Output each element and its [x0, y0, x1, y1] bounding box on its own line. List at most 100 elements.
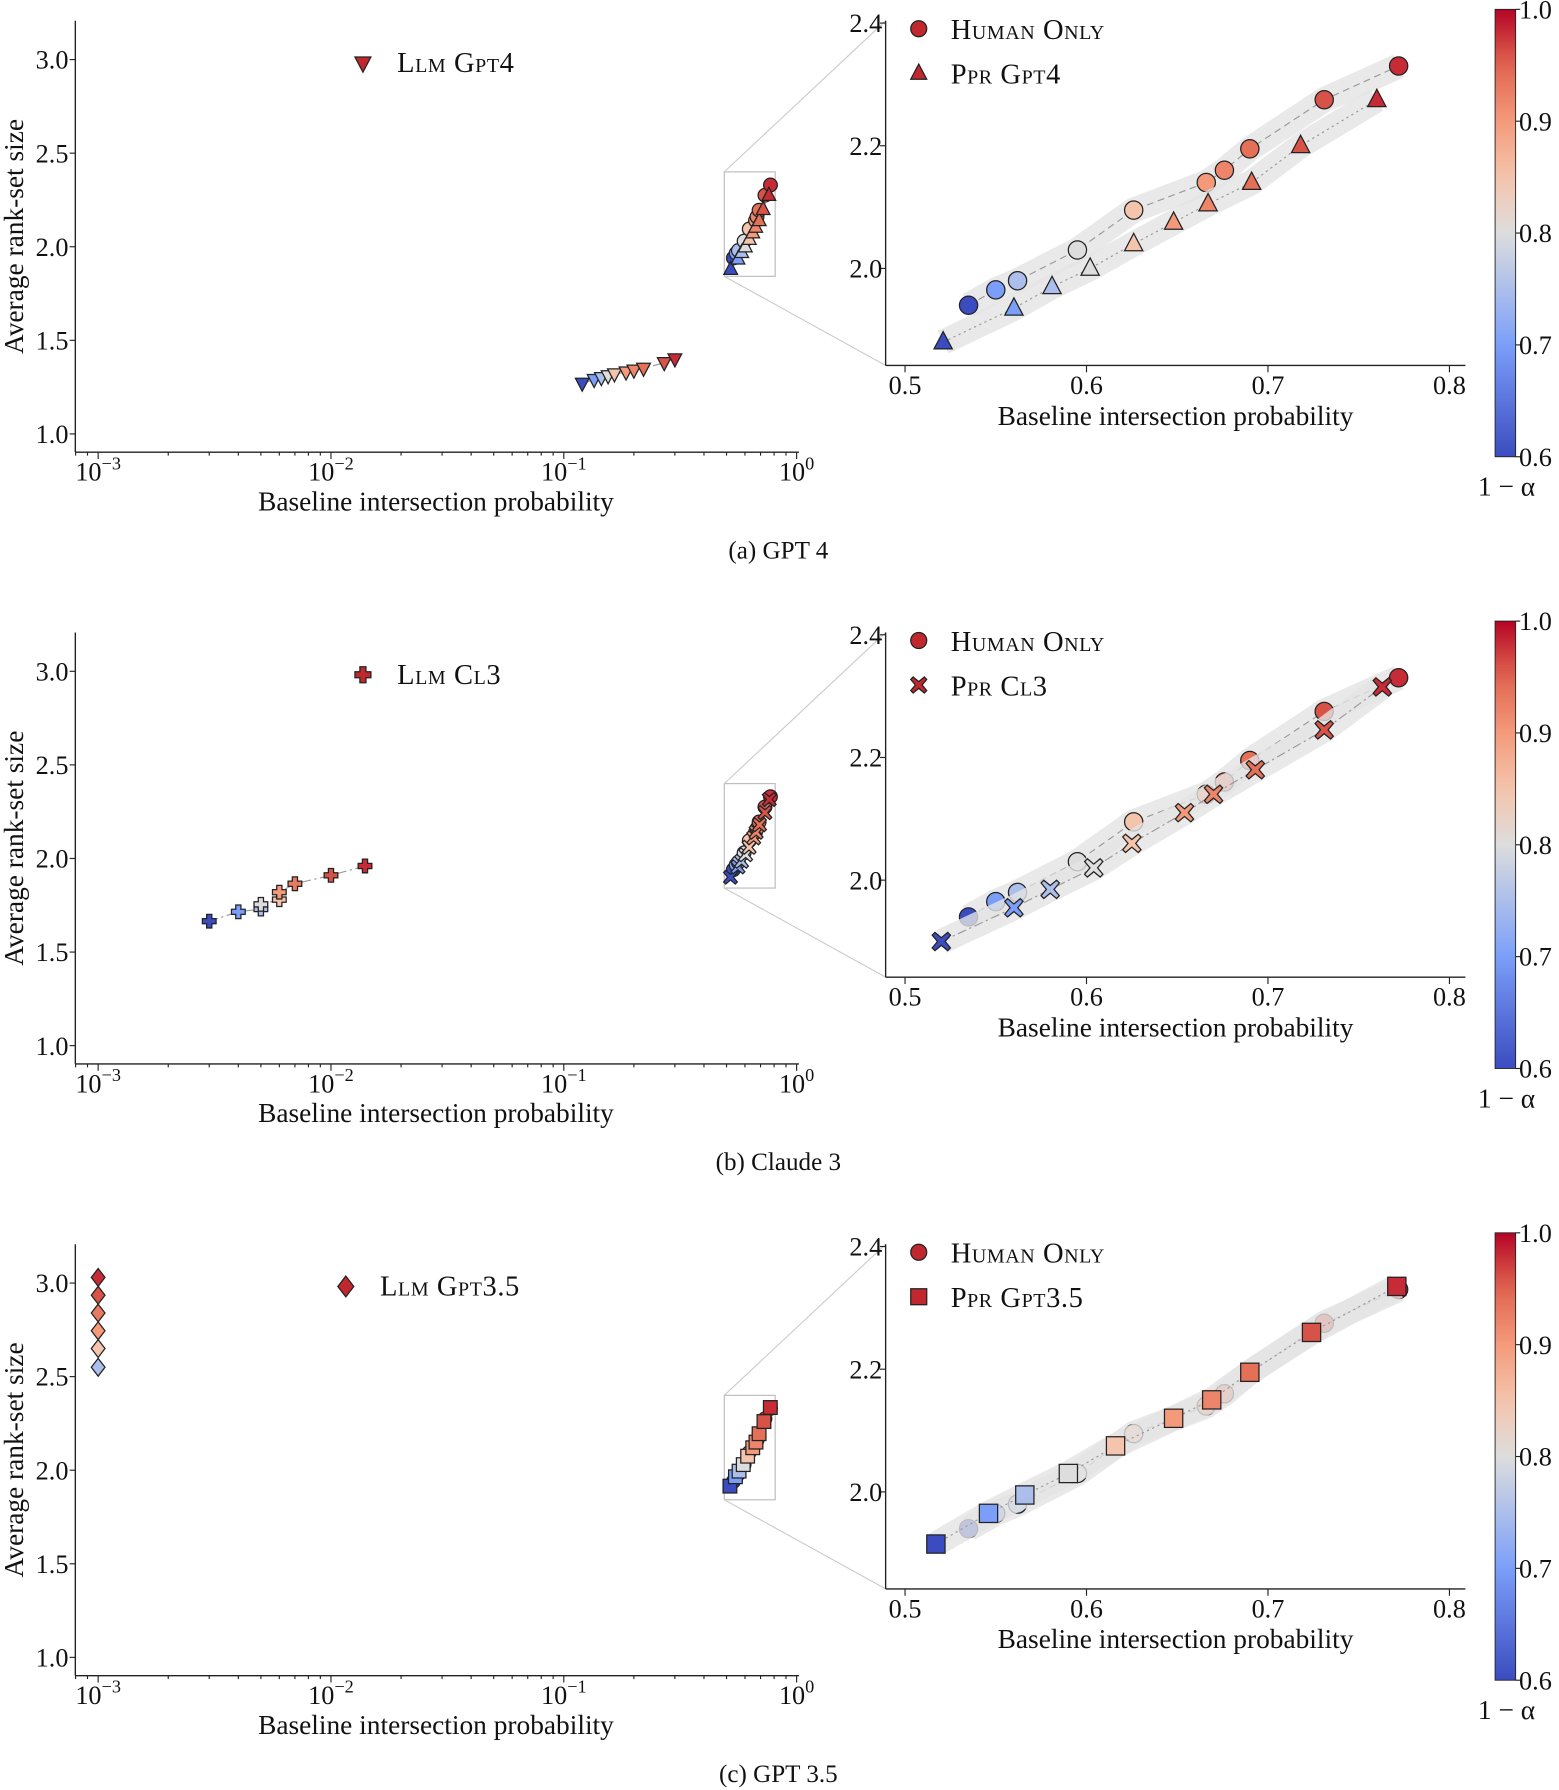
x-tick-label: 100 [779, 453, 814, 486]
y-tick-label: 3.0 [36, 46, 69, 75]
y-tick-label: 3.0 [36, 1269, 69, 1298]
data-point [756, 1414, 772, 1430]
y-tick-label: 1.5 [36, 326, 69, 355]
x-tick-label: 0.6 [1070, 371, 1103, 400]
y-tick-label: 2.5 [36, 1363, 69, 1392]
zoom-connector-line [724, 1499, 886, 1590]
y-tick-label: 2.2 [849, 132, 882, 161]
x-tick-label: 10−3 [75, 1677, 121, 1710]
data-point [1058, 1463, 1079, 1484]
legend-marker [337, 1275, 355, 1298]
legend-marker [910, 20, 928, 38]
zoom-connector-line [723, 632, 887, 785]
data-point [230, 904, 246, 920]
x-tick-label: 0.8 [1433, 371, 1466, 400]
zoom-region-box [723, 171, 776, 277]
series-llm-cl3 [201, 858, 373, 929]
subfigure-caption: (a) GPT 4 [728, 537, 828, 564]
data-point [1121, 833, 1142, 854]
colorbar-tick-label: 0.6 [1519, 1055, 1552, 1084]
data-point [1240, 139, 1260, 159]
zoom-region-box [723, 1394, 776, 1501]
x-tick-label: 10−1 [541, 1677, 587, 1710]
data-point [357, 858, 373, 874]
colorbar-tick-label: 0.7 [1519, 1554, 1552, 1583]
series-ppr-gpt3-5 [926, 1275, 1407, 1555]
data-point [287, 876, 303, 892]
main-axes: 1.0 1.5 2.0 2.5 3.0 10−3 10−2 10−1 100 Baseline i… [0, 632, 887, 1128]
data-point [271, 884, 287, 900]
x-tick-label: 10−1 [541, 1065, 587, 1098]
colorbar-tick-label: 1.0 [1519, 0, 1552, 24]
data-point [1314, 89, 1334, 110]
data-point [1387, 1276, 1407, 1297]
confidence-band [937, 88, 1384, 354]
main-axes: 1.0 1.5 2.0 2.5 3.0 10−3 10−2 10−1 100 Baseline i… [0, 1243, 887, 1740]
colorbar: 0.6 0.7 0.8 0.9 1.0 1 − α [1478, 1219, 1552, 1725]
data-point [1372, 676, 1393, 697]
data-point [1163, 1408, 1184, 1429]
x-axis-label: Baseline intersection probability [258, 486, 614, 516]
colorbar-tick-label: 0.9 [1519, 107, 1552, 136]
colorbar-tick-label: 0.7 [1519, 943, 1552, 972]
series-line [935, 1285, 1398, 1545]
data-point [1214, 160, 1235, 181]
data-point [755, 200, 772, 216]
zoom-connector-line [724, 887, 886, 978]
colorbar-label: 1 − α [1478, 472, 1535, 502]
x-tick-label: 100 [779, 1065, 814, 1098]
data-point [1015, 1485, 1035, 1505]
series-ppr-gpt4 [722, 186, 777, 275]
data-point [1123, 232, 1144, 252]
colorbar-tick-label: 0.6 [1519, 443, 1552, 472]
legend-marker [353, 56, 372, 74]
data-point [926, 1534, 946, 1554]
x-axis-label: Baseline intersection probability [998, 1624, 1354, 1654]
panel-1: 1.0 1.5 2.0 2.5 3.0 10−3 10−2 10−1 100 Baseline i… [0, 607, 1552, 1176]
legend-marker [909, 62, 928, 80]
subfigure-caption: (c) GPT 3.5 [719, 1761, 838, 1788]
series-line [582, 358, 676, 384]
zoom-connector-line [723, 1243, 887, 1396]
data-point [635, 362, 652, 378]
colorbar-label: 1 − α [1478, 1083, 1535, 1113]
series-ppr-gpt4 [932, 87, 1388, 354]
data-point [1366, 87, 1388, 108]
data-point [761, 791, 777, 808]
x-tick-label: 0.5 [889, 983, 922, 1012]
legend-marker [910, 1243, 928, 1261]
series-llm-gpt3-5 [90, 1267, 106, 1378]
y-tick-label: 2.4 [849, 621, 882, 650]
data-point [1201, 1390, 1222, 1410]
data-point [1197, 192, 1219, 212]
data-point [1067, 240, 1088, 260]
series-ppr-gpt3-5 [722, 1400, 778, 1494]
data-point [90, 1267, 106, 1288]
series-line [941, 686, 1383, 943]
series-human-only [958, 54, 1409, 317]
data-point [931, 931, 952, 952]
y-tick-label: 1.0 [36, 1032, 69, 1061]
y-tick-label: 2.5 [36, 139, 69, 168]
series-line [942, 99, 1378, 343]
data-point [1245, 759, 1266, 780]
zoom-region-box [723, 783, 776, 889]
colorbar-tick-label: 0.8 [1519, 831, 1552, 860]
data-point [90, 1357, 106, 1378]
zoom-axes: 2.0 2.2 2.4 0.5 0.6 0.7 0.8 Baseline intersecti… [849, 621, 1465, 1043]
x-tick-label: 0.8 [1433, 983, 1466, 1012]
confidence-band [962, 54, 1404, 317]
y-axis-label: Average rank-set size [0, 119, 29, 354]
colorbar: 0.6 0.7 0.8 0.9 1.0 1 − α [1478, 607, 1552, 1113]
colorbar: 0.6 0.7 0.8 0.9 1.0 1 − α [1478, 0, 1552, 502]
data-point [1003, 296, 1025, 316]
y-tick-label: 2.5 [36, 751, 69, 780]
x-tick-label: 0.8 [1433, 1594, 1466, 1623]
data-point [1388, 56, 1409, 76]
colorbar-scale [1494, 1232, 1517, 1681]
data-point [253, 896, 269, 912]
series-ppr-cl3 [722, 791, 777, 885]
x-tick-label: 100 [779, 1677, 814, 1710]
colorbar-tick-label: 0.7 [1519, 331, 1552, 360]
